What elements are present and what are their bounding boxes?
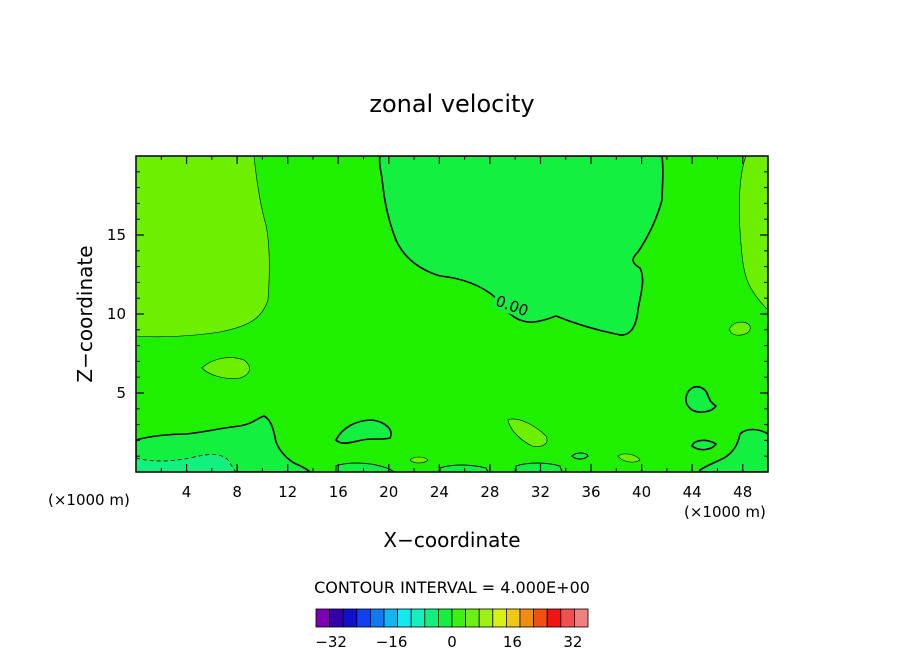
region-negative-bottom-right	[699, 428, 768, 472]
contour-label-bg	[491, 292, 533, 321]
colorbar-swatch	[574, 608, 589, 628]
colorbar-tick-label: 32	[563, 633, 582, 651]
region-bottom-patch-3	[617, 453, 641, 463]
colorbar-swatch	[424, 608, 439, 628]
colorbar	[315, 608, 589, 628]
x-tick-label-16: 16	[329, 483, 348, 501]
colorbar-swatch	[492, 608, 507, 628]
x-tick-label-8: 8	[232, 483, 242, 501]
colorbar-tick-label: −16	[376, 633, 408, 651]
x-tick-label-12: 12	[278, 483, 297, 501]
colorbar-swatch	[383, 608, 399, 628]
colorbar-swatch	[560, 608, 575, 628]
region-negative-bottom-left	[136, 415, 312, 472]
region-positive-small-left	[201, 357, 250, 379]
region-negative-blob-right	[685, 385, 718, 413]
contour-field	[136, 156, 768, 472]
colorbar-swatch	[410, 608, 426, 628]
region-positive-top-right	[738, 156, 768, 311]
colorbar-swatch	[356, 608, 371, 628]
x-tick-label-44: 44	[683, 483, 702, 501]
x-unit-right: (×1000 m)	[684, 503, 766, 521]
x-axis-label: X−coordinate	[383, 528, 520, 552]
colorbar-swatch	[342, 608, 358, 628]
x-tick-label-20: 20	[379, 483, 398, 501]
region-bottom-patch-1	[409, 456, 429, 464]
region-positive-top-left	[136, 156, 270, 338]
colorbar-tick-label: 16	[503, 633, 522, 651]
colorbar-tick-label: 0	[447, 633, 457, 651]
colorbar-swatch	[505, 608, 521, 628]
x-axis: 4 8 12 16 20 24 28 32 36 40 44 48	[160, 156, 752, 501]
colorbar-swatch	[519, 608, 535, 628]
colorbar-swatch	[315, 608, 331, 628]
y-tick-label-5: 5	[116, 384, 126, 402]
colorbar-swatch	[437, 608, 453, 628]
region-bottom-patch-6	[515, 462, 563, 472]
colorbar-swatch	[478, 608, 494, 628]
colorbar-labels: −32 −16 0 16 32	[315, 633, 582, 651]
colorbar-tick-label: −32	[315, 633, 347, 651]
x-tick-label-36: 36	[581, 483, 600, 501]
region-bottom-patch-2	[571, 452, 589, 460]
colorbar-swatch	[329, 608, 344, 628]
y-axis: 5 10 15	[107, 171, 768, 457]
y-tick-label-10: 10	[107, 305, 126, 323]
chart-title: zonal velocity	[369, 90, 534, 118]
region-negative-top-center	[378, 156, 664, 336]
x-tick-label-40: 40	[632, 483, 651, 501]
colorbar-swatch	[465, 608, 480, 628]
colorbar-swatch	[451, 608, 467, 628]
y-tick-label-15: 15	[107, 226, 126, 244]
colorbar-swatch	[369, 608, 385, 628]
x-tick-label-48: 48	[733, 483, 752, 501]
region-positive-bottom-mid	[507, 418, 548, 447]
x-unit-left: (×1000 m)	[48, 491, 130, 509]
x-tick-label-4: 4	[182, 483, 192, 501]
contour-interval-text: CONTOUR INTERVAL = 4.000E+00	[314, 578, 590, 597]
colorbar-swatch	[397, 608, 412, 628]
y-axis-label: Z−coordinate	[73, 245, 97, 382]
region-positive-small-right	[729, 321, 751, 336]
colorbar-swatch	[546, 608, 562, 628]
region-negative-blob-small	[691, 439, 718, 451]
colorbar-swatch	[533, 608, 548, 628]
region-lower-negative-left	[136, 454, 237, 472]
x-tick-label-24: 24	[430, 483, 449, 501]
x-tick-label-28: 28	[480, 483, 499, 501]
x-tick-label-32: 32	[531, 483, 550, 501]
region-negative-blob-mid	[335, 419, 392, 444]
